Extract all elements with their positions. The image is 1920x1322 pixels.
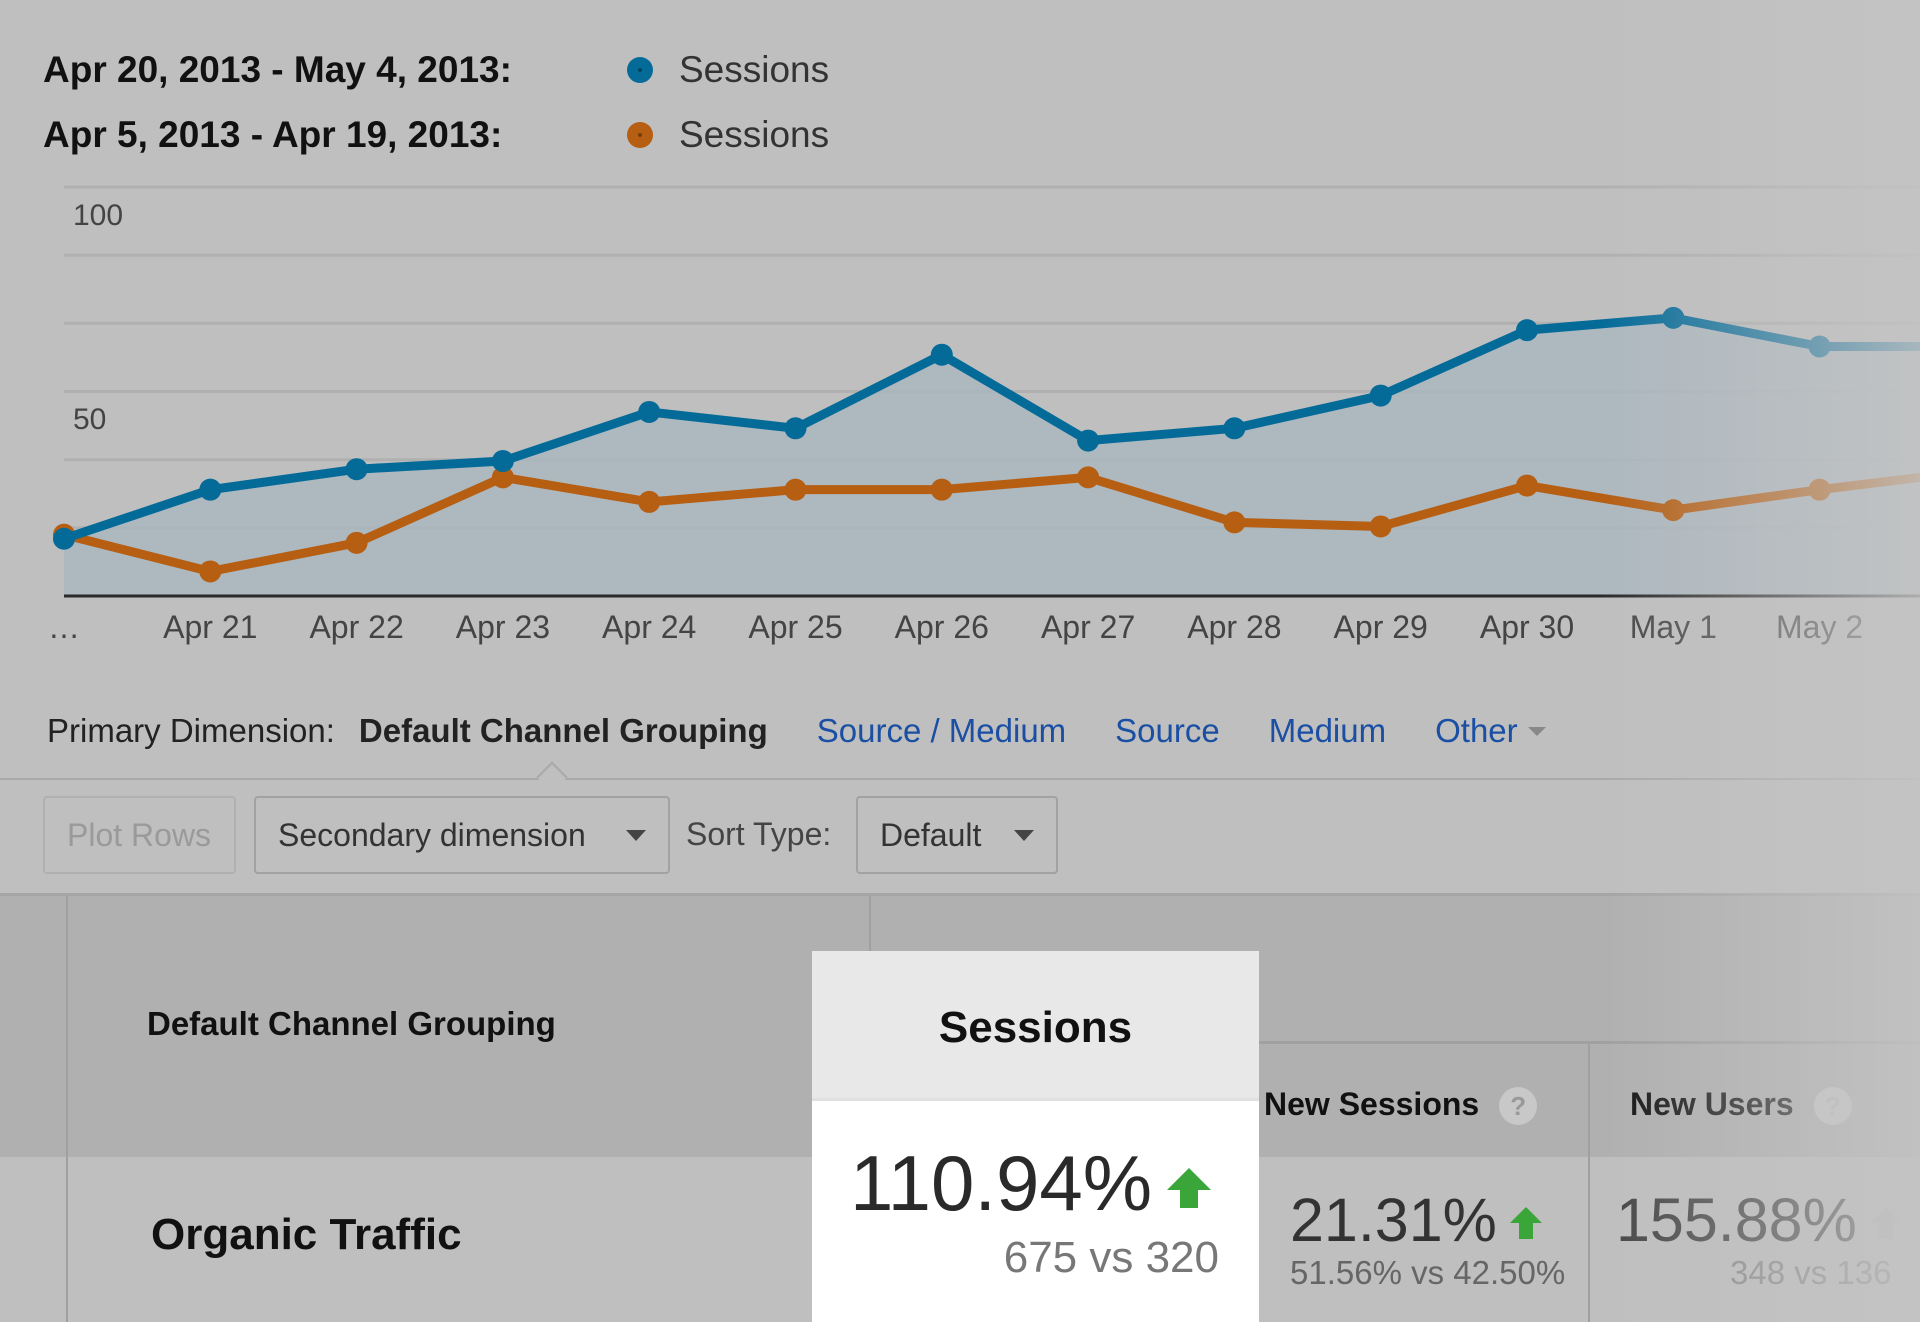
dimension-link-other[interactable]: Other: [1435, 712, 1595, 750]
x-tick-label: Apr 25: [748, 609, 842, 645]
x-tick-label: May 2: [1776, 609, 1863, 645]
secondary-dimension-dropdown[interactable]: Secondary dimension: [254, 796, 670, 874]
series-dot-icon: [627, 122, 653, 148]
column-header-dimension[interactable]: Default Channel Grouping: [147, 1005, 556, 1042]
data-point: [930, 478, 953, 501]
plot-rows-button[interactable]: Plot Rows: [43, 796, 236, 874]
sessions-change: 110.94%: [850, 1138, 1212, 1229]
data-point: [1808, 335, 1831, 358]
new-sessions-change: 21.31%: [1290, 1185, 1543, 1255]
dimension-link-source[interactable]: Source: [1115, 712, 1220, 749]
sessions-line-chart: 100 50 … Apr 21 Apr 22 Apr 23 Apr 24 Apr 25 Ap…: [48, 185, 1920, 645]
sessions-compare: 675 vs 320: [1003, 1233, 1219, 1282]
x-tick-label: Apr 21: [163, 609, 257, 645]
data-point: [930, 343, 953, 366]
x-tick-label: …: [48, 609, 80, 645]
x-tick-label: Apr 24: [602, 609, 696, 645]
data-point: [1223, 511, 1246, 534]
column-header-sessions[interactable]: Sessions: [812, 951, 1259, 1101]
active-indicator: [536, 761, 568, 793]
data-point: [1516, 474, 1538, 497]
data-point: [1808, 478, 1831, 501]
y-tick-label: 50: [73, 403, 106, 436]
legend-range: Apr 5, 2013 - Apr 19, 2013:: [43, 114, 503, 155]
sessions-header-label: Sessions: [938, 1003, 1133, 1052]
data-point: [345, 531, 368, 554]
help-icon[interactable]: ?: [1813, 1087, 1852, 1125]
caret-down-icon: [1014, 829, 1034, 841]
new-users-change: 155.88%: [1616, 1185, 1903, 1255]
change-value: 155.88%: [1616, 1186, 1857, 1254]
legend-range: Apr 20, 2013 - May 4, 2013:: [43, 49, 512, 90]
data-point: [1662, 306, 1685, 329]
data-point: [1369, 515, 1392, 538]
other-label: Other: [1435, 712, 1518, 749]
change-value: 21.31%: [1290, 1186, 1497, 1254]
x-tick-label: May 1: [1630, 609, 1717, 645]
sessions-column-highlight: Sessions 110.94% 675 vs 320: [812, 951, 1259, 1322]
legend-previous: Apr 5, 2013 - Apr 19, 2013: Sessions: [43, 113, 829, 157]
column-divider: [869, 896, 871, 952]
x-tick-label: Apr 29: [1334, 609, 1428, 645]
data-point: [1516, 319, 1538, 342]
sort-type-value: Default: [880, 816, 982, 853]
data-point: [491, 466, 514, 489]
sort-type-label: Sort Type:: [686, 816, 832, 852]
dimension-active[interactable]: Default Channel Grouping: [358, 712, 768, 749]
data-point: [345, 458, 368, 481]
x-tick-label: Apr 22: [309, 609, 403, 645]
data-point: [784, 478, 807, 501]
new-sessions-compare: 51.56% vs 42.50%: [1290, 1254, 1566, 1291]
legend-current: Apr 20, 2013 - May 4, 2013: Sessions: [43, 48, 829, 92]
sort-type-dropdown[interactable]: Default: [856, 796, 1058, 874]
caret-down-icon: [626, 829, 646, 841]
x-tick-label: Apr 27: [1041, 609, 1135, 645]
data-point: [784, 417, 807, 440]
data-point: [53, 527, 75, 550]
column-divider: [1259, 1041, 1920, 1044]
column-divider: [1588, 1043, 1590, 1322]
row-label[interactable]: Organic Traffic: [151, 1210, 462, 1259]
primary-dimension-label: Primary Dimension:: [47, 712, 335, 749]
change-value: 110.94%: [850, 1139, 1153, 1227]
data-point: [638, 490, 661, 513]
data-point: [638, 400, 661, 423]
data-point: [491, 450, 514, 473]
area-fill: [64, 317, 1920, 596]
dimension-link-source-medium[interactable]: Source / Medium: [816, 712, 1067, 749]
x-tick-label: Apr 28: [1187, 609, 1281, 645]
dimension-link-medium[interactable]: Medium: [1268, 712, 1387, 749]
secondary-dimension-label: Secondary dimension: [278, 816, 586, 853]
divider: [0, 778, 1920, 780]
primary-dimension-bar: Primary Dimension: Default Channel Group…: [47, 712, 1644, 750]
data-point: [199, 560, 222, 583]
new-sessions-label: New Sessions: [1264, 1086, 1480, 1122]
legend-series: Sessions: [679, 49, 830, 90]
y-tick-label: 100: [73, 199, 123, 232]
x-tick-label: Apr 26: [895, 609, 989, 645]
column-divider: [66, 896, 68, 1322]
help-icon[interactable]: ?: [1499, 1087, 1538, 1125]
data-point: [1369, 384, 1392, 407]
x-tick-label: Apr 30: [1480, 609, 1574, 645]
arrow-up-icon: [1509, 1207, 1542, 1239]
new-users-label: New Users: [1630, 1086, 1794, 1122]
arrow-up-icon: [1869, 1207, 1902, 1239]
new-users-compare: 348 vs 136: [1730, 1254, 1892, 1291]
data-point: [1077, 429, 1100, 452]
data-point: [199, 478, 222, 501]
column-header-new-users[interactable]: New Users?: [1630, 1086, 1852, 1125]
chevron-down-icon: [1527, 726, 1546, 736]
data-point: [1662, 499, 1685, 522]
data-point: [1223, 417, 1246, 440]
data-point: [1077, 466, 1100, 489]
divider: [0, 893, 1920, 896]
legend-series: Sessions: [679, 114, 830, 155]
x-tick-label: Apr 23: [456, 609, 550, 645]
arrow-up-icon: [1167, 1168, 1212, 1208]
series-dot-icon: [627, 57, 653, 83]
column-header-new-sessions[interactable]: New Sessions?: [1264, 1086, 1538, 1125]
